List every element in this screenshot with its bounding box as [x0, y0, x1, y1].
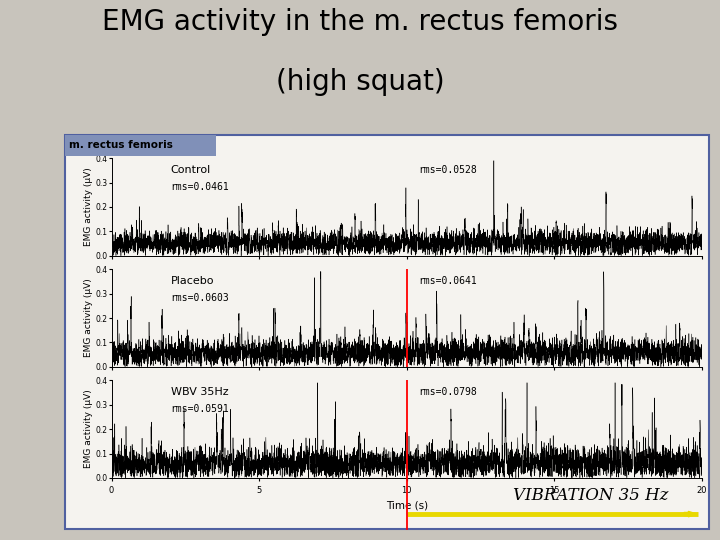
Text: WBV 35Hz: WBV 35Hz — [171, 387, 228, 397]
Text: rms=0.0528: rms=0.0528 — [418, 165, 477, 175]
Text: Placebo: Placebo — [171, 276, 214, 286]
Y-axis label: EMG activity (μV): EMG activity (μV) — [84, 167, 93, 246]
Text: m. rectus femoris: m. rectus femoris — [69, 140, 173, 150]
Y-axis label: EMG activity (μV): EMG activity (μV) — [84, 279, 93, 357]
Text: rms=0.0461: rms=0.0461 — [171, 181, 230, 192]
Y-axis label: EMG activity (μV): EMG activity (μV) — [84, 390, 93, 469]
Text: (high squat): (high squat) — [276, 68, 444, 96]
Text: VIBRATION 35 Hz: VIBRATION 35 Hz — [513, 488, 668, 504]
X-axis label: Time (s): Time (s) — [386, 500, 428, 510]
Text: rms=0.0603: rms=0.0603 — [171, 293, 230, 303]
Text: rms=0.0641: rms=0.0641 — [418, 276, 477, 286]
Text: rms=0.0591: rms=0.0591 — [171, 404, 230, 414]
Text: rms=0.0798: rms=0.0798 — [418, 387, 477, 397]
Text: EMG activity in the m. rectus femoris: EMG activity in the m. rectus femoris — [102, 8, 618, 36]
Text: Control: Control — [171, 165, 211, 175]
